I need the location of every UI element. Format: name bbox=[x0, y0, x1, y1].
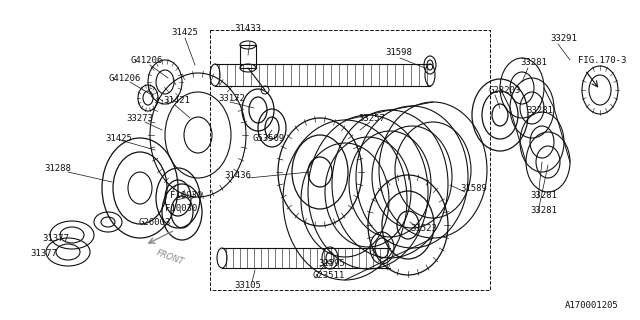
Text: A170001205: A170001205 bbox=[565, 300, 619, 309]
Text: 31523: 31523 bbox=[410, 223, 437, 233]
Text: 31425: 31425 bbox=[105, 133, 132, 142]
Text: G41206: G41206 bbox=[130, 55, 163, 65]
Text: 31425: 31425 bbox=[172, 28, 198, 36]
Text: 31377: 31377 bbox=[30, 249, 57, 258]
Text: 31433: 31433 bbox=[235, 23, 261, 33]
Text: 31436: 31436 bbox=[225, 171, 252, 180]
Text: 33281: 33281 bbox=[526, 106, 553, 115]
Text: FRONT: FRONT bbox=[155, 248, 185, 266]
Text: F10030: F10030 bbox=[165, 204, 197, 212]
Text: G26003: G26003 bbox=[138, 218, 170, 227]
Text: G23511: G23511 bbox=[312, 271, 344, 281]
Text: FIG.170-3: FIG.170-3 bbox=[578, 55, 627, 65]
Text: 31589: 31589 bbox=[460, 183, 487, 193]
Text: 33105: 33105 bbox=[235, 281, 261, 290]
Text: 33291: 33291 bbox=[550, 34, 577, 43]
Text: 33257: 33257 bbox=[358, 114, 385, 123]
Text: G53509: G53509 bbox=[252, 133, 284, 142]
Text: 31595: 31595 bbox=[318, 260, 345, 268]
Text: G23203: G23203 bbox=[488, 85, 520, 94]
Text: F10030: F10030 bbox=[170, 190, 202, 199]
Text: 33172: 33172 bbox=[218, 93, 245, 102]
Text: 31377: 31377 bbox=[42, 234, 69, 243]
Text: G41206: G41206 bbox=[108, 74, 140, 83]
Text: 33273: 33273 bbox=[126, 114, 153, 123]
Text: 33281: 33281 bbox=[530, 190, 557, 199]
Text: 31288: 31288 bbox=[44, 164, 71, 172]
Text: 31421: 31421 bbox=[163, 95, 190, 105]
Text: 31598: 31598 bbox=[385, 47, 412, 57]
Text: 33281: 33281 bbox=[530, 205, 557, 214]
Text: 33281: 33281 bbox=[520, 58, 547, 67]
